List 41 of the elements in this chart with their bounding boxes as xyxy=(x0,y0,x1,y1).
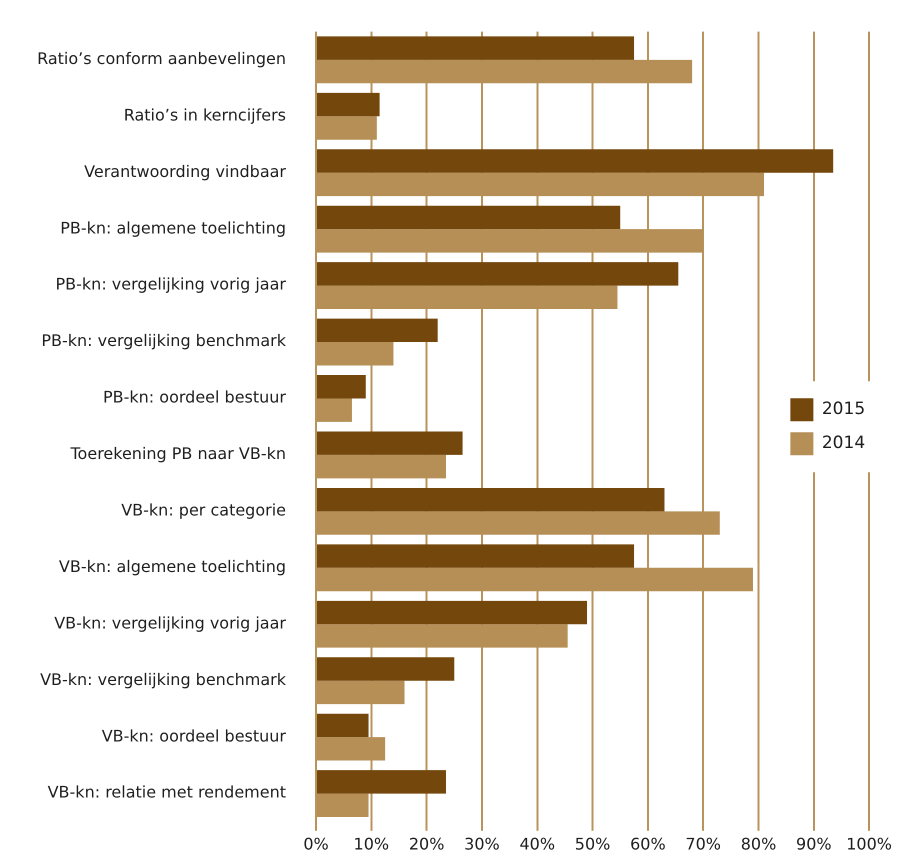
x-tick-label: 0% xyxy=(303,834,329,854)
y-tick-label: VB-kn: vergelijking vorig jaar xyxy=(54,613,286,632)
bar xyxy=(317,600,588,624)
y-tick-label: PB-kn: algemene toelichting xyxy=(60,218,286,238)
bar xyxy=(317,375,366,398)
y-tick-label: Toerekening PB naar VB-kn xyxy=(70,444,286,464)
x-tick-label: 30% xyxy=(464,834,500,854)
x-tick-label: 50% xyxy=(574,834,610,854)
bar xyxy=(317,206,620,230)
x-tick-label: 20% xyxy=(408,834,444,854)
x-tick-label: 90% xyxy=(796,834,832,854)
bar xyxy=(317,92,380,116)
y-tick-label: Ratio’s in kerncijfers xyxy=(124,105,286,124)
bar xyxy=(317,544,634,568)
legend-label: 2015 xyxy=(822,399,866,420)
y-tick-label: Ratio’s conform aanbevelingen xyxy=(37,48,286,68)
bar xyxy=(317,432,463,455)
bar xyxy=(317,488,664,512)
y-tick-label: VB-kn: relatie met rendement xyxy=(48,782,286,802)
bar xyxy=(317,318,438,342)
bar xyxy=(317,714,369,738)
bar xyxy=(317,770,446,794)
bar xyxy=(317,657,454,681)
y-tick-label: VB-kn: oordeel bestuur xyxy=(102,726,286,746)
y-tick-label: VB-kn: algemene toelichting xyxy=(58,556,286,576)
x-tick-label: 10% xyxy=(354,834,390,854)
x-tick-label: 70% xyxy=(685,834,721,854)
y-tick-label: VB-kn: vergelijking benchmark xyxy=(40,670,287,689)
x-tick-label: 60% xyxy=(630,834,666,854)
legend-label: 2014 xyxy=(822,433,866,454)
bar xyxy=(317,36,634,60)
x-tick-label: 100% xyxy=(846,834,892,854)
bar xyxy=(317,262,678,286)
y-tick-label: PB-kn: vergelijking vorig jaar xyxy=(56,274,286,294)
y-tick-label: PB-kn: vergelijking benchmark xyxy=(41,331,287,350)
y-tick-label: PB-kn: oordeel bestuur xyxy=(103,388,286,407)
x-tick-label: 40% xyxy=(519,834,556,854)
x-tick-label: 80% xyxy=(740,834,776,854)
y-tick-label: VB-kn: per categorie xyxy=(121,500,286,520)
bar xyxy=(317,149,834,173)
y-tick-label: Verantwoording vindbaar xyxy=(84,162,286,181)
